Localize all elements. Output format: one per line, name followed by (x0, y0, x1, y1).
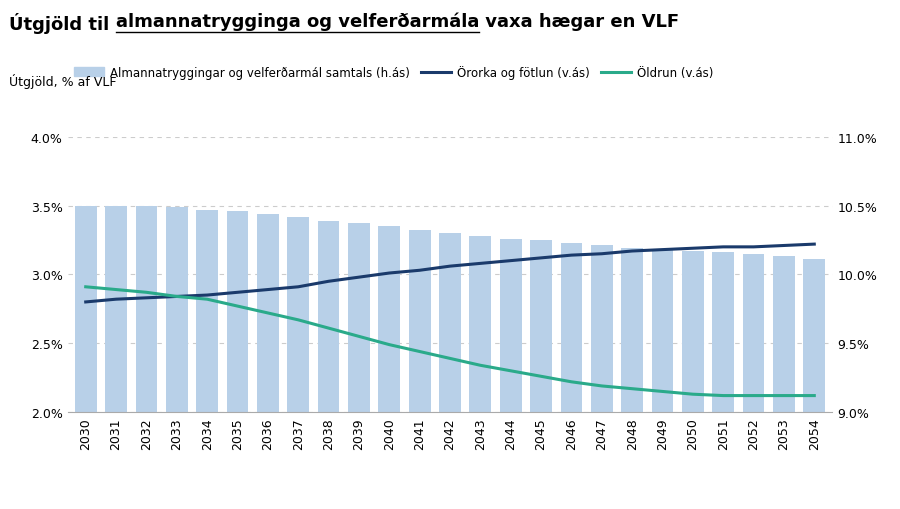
Bar (348, 224, 370, 509)
Text: vaxa hægar en VLF: vaxa hægar en VLF (479, 13, 679, 31)
Bar (773, 257, 795, 509)
Bar (804, 260, 825, 509)
Text: almannatrygginga og velferðarmála: almannatrygginga og velferðarmála (115, 13, 479, 31)
Bar (500, 239, 522, 509)
Text: Útgjöld, % af VLF: Útgjöld, % af VLF (9, 74, 116, 89)
Bar (591, 246, 613, 509)
Bar (136, 206, 158, 509)
Bar (256, 214, 279, 509)
Bar (75, 206, 96, 509)
Bar (712, 253, 734, 509)
Bar (621, 249, 644, 509)
Legend: Almannatryggingar og velferðarmál samtals (h.ás), Örorka og fötlun (v.ás), Öldru: Almannatryggingar og velferðarmál samtal… (69, 61, 718, 84)
Bar (652, 250, 673, 509)
Bar (682, 251, 704, 509)
Bar (439, 234, 461, 509)
Bar (561, 243, 582, 509)
Bar (378, 227, 400, 509)
Bar (742, 254, 764, 509)
Bar (105, 206, 127, 509)
Bar (196, 210, 218, 509)
Bar (470, 236, 491, 509)
Bar (287, 217, 309, 509)
Bar (409, 231, 430, 509)
Bar (166, 208, 188, 509)
Text: Útgjöld til: Útgjöld til (9, 13, 115, 34)
Bar (318, 221, 339, 509)
Bar (227, 212, 248, 509)
Bar (530, 240, 552, 509)
